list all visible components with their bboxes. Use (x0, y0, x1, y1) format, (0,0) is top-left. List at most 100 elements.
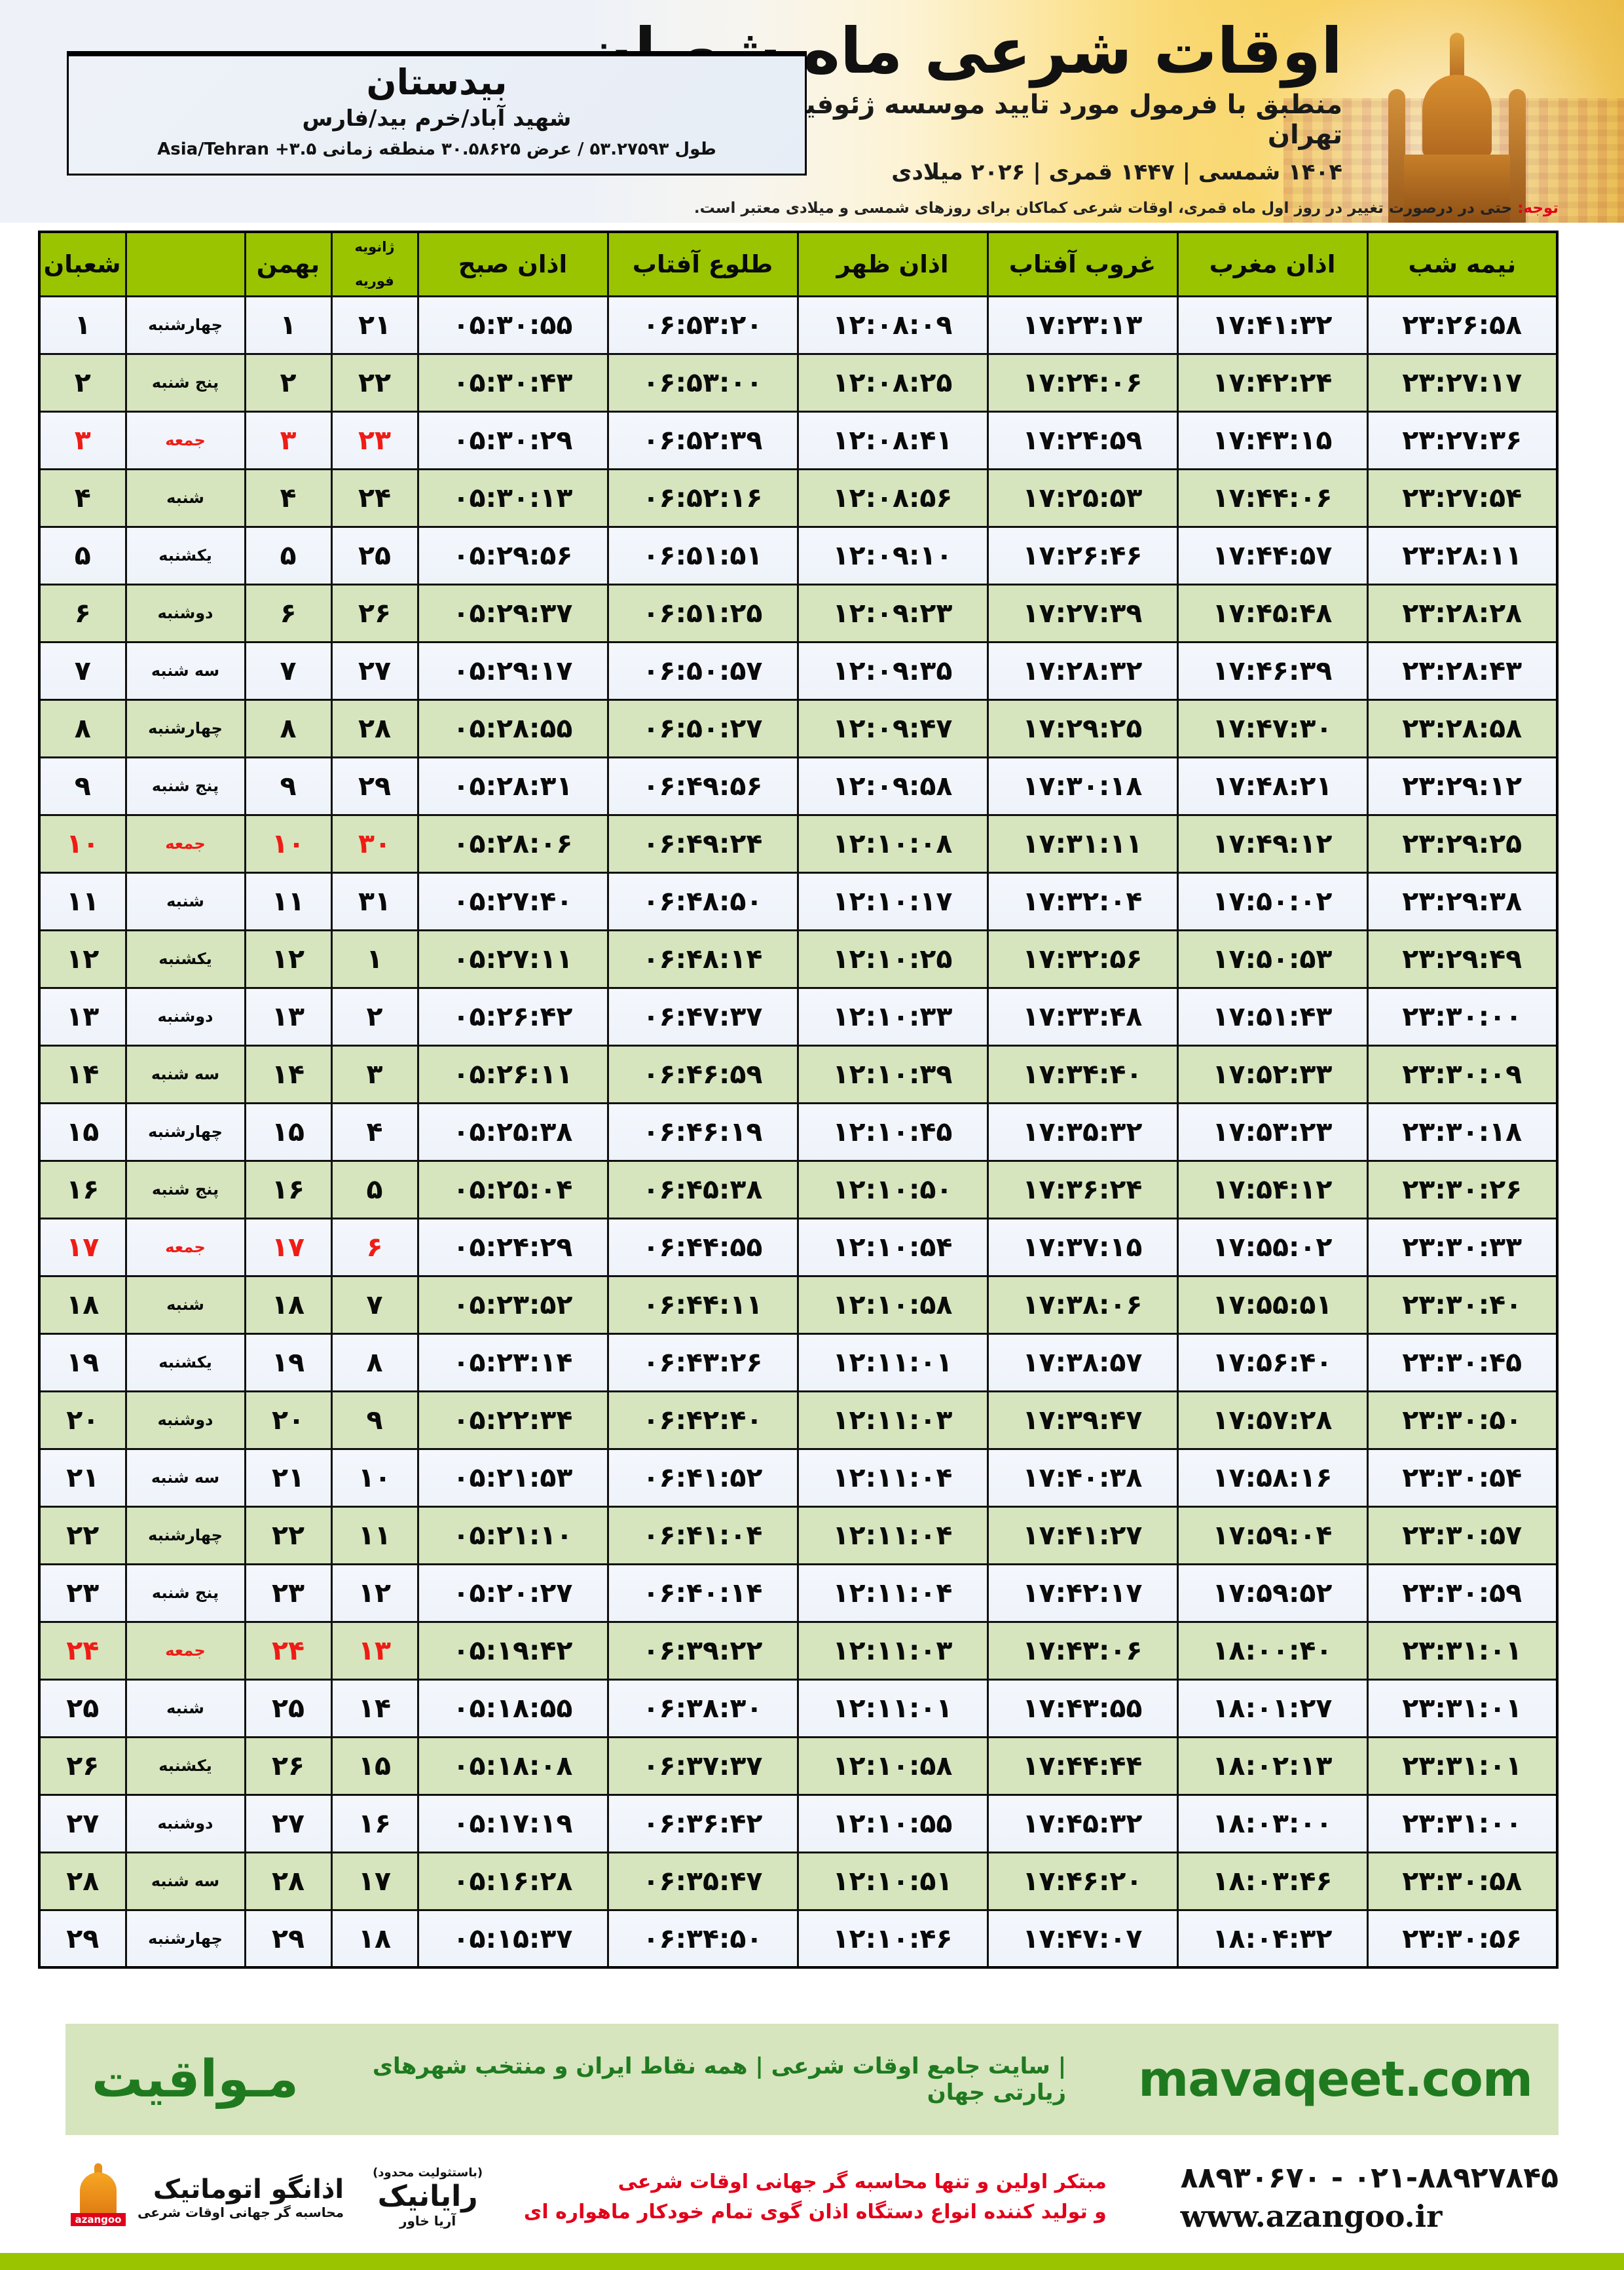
cell-maghrib: ۱۷:۴۹:۱۲ (1176, 813, 1369, 874)
cell-weekday: چهارشنبه (124, 1102, 246, 1162)
table-row: ۲۳:۳۰:۵۸ ۱۸:۰۳:۴۶ ۱۷:۴۶:۲۰ ۱۲:۱۰:۵۱ ۰۶:۳۵:۴۷… (38, 1851, 1559, 1911)
cell-bahman: ۱ (244, 295, 333, 355)
brand-word: مـواقیت (92, 2050, 299, 2109)
cell-maghrib: ۱۷:۴۲:۲۴ (1176, 352, 1369, 413)
cell-bahman: ۳ (244, 410, 333, 470)
cell-fajr: ۰۵:۲۹:۵۶ (416, 525, 609, 586)
cell-shaban: ۲۴ (38, 1620, 127, 1681)
cell-sunset: ۱۷:۲۸:۳۲ (986, 641, 1179, 701)
cell-greg: ۸ (330, 1332, 419, 1392)
cell-bahman: ۲۶ (244, 1736, 333, 1796)
cell-maghrib: ۱۷:۴۵:۴۸ (1176, 583, 1369, 643)
cell-fajr: ۰۵:۲۸:۰۶ (416, 813, 609, 874)
cell-fajr: ۰۵:۲۲:۳۴ (416, 1390, 609, 1450)
page-footer: ۰۲۱-۸۸۹۲۷۸۴۵ - ۸۸۹۳۰۶۷۰ www.azangoo.ir م… (65, 2148, 1559, 2246)
cell-sunrise: ۰۶:۵۲:۱۶ (606, 468, 799, 528)
cell-shaban: ۱۴ (38, 1044, 127, 1104)
cell-sunset: ۱۷:۳۸:۵۷ (986, 1332, 1179, 1392)
cell-greg: ۱۰ (330, 1447, 419, 1508)
cell-greg: ۱۲ (330, 1563, 419, 1623)
footer-phone: ۰۲۱-۸۸۹۲۷۸۴۵ - ۸۸۹۳۰۶۷۰ (1180, 2161, 1559, 2195)
cell-sunset: ۱۷:۴۰:۳۸ (986, 1447, 1179, 1508)
cell-midnight: ۲۳:۳۰:۵۷ (1366, 1505, 1559, 1565)
rayanik-logo-main: رایانیک (377, 2180, 478, 2213)
cell-weekday: دوشنبه (124, 1390, 246, 1450)
table-row: ۲۳:۲۷:۳۶ ۱۷:۴۳:۱۵ ۱۷:۲۴:۵۹ ۱۲:۰۸:۴۱ ۰۶:۵۲:۳۹… (38, 410, 1559, 470)
table-row: ۲۳:۲۶:۵۸ ۱۷:۴۱:۳۲ ۱۷:۲۳:۱۳ ۱۲:۰۸:۰۹ ۰۶:۵۳:۲۰… (38, 295, 1559, 355)
table-row: ۲۳:۳۱:۰۱ ۱۸:۰۰:۴۰ ۱۷:۴۳:۰۶ ۱۲:۱۱:۰۳ ۰۶:۳۹:۲۲… (38, 1620, 1559, 1681)
cell-midnight: ۲۳:۳۰:۳۳ (1366, 1217, 1559, 1277)
cell-shaban: ۲۰ (38, 1390, 127, 1450)
cell-sunrise: ۰۶:۳۹:۲۲ (606, 1620, 799, 1681)
cell-dhuhr: ۱۲:۱۰:۴۶ (796, 1908, 989, 1969)
cell-bahman: ۹ (244, 756, 333, 816)
cell-bahman: ۲۸ (244, 1851, 333, 1911)
cell-shaban: ۱ (38, 295, 127, 355)
cell-fajr: ۰۵:۲۸:۵۵ (416, 698, 609, 758)
cell-sunrise: ۰۶:۴۴:۱۱ (606, 1275, 799, 1335)
cell-shaban: ۱۳ (38, 986, 127, 1047)
cell-greg: ۳۱ (330, 871, 419, 931)
cell-fajr: ۰۵:۱۸:۵۵ (416, 1678, 609, 1738)
cell-sunrise: ۰۶:۵۳:۲۰ (606, 295, 799, 355)
cell-weekday: پنج شنبه (124, 352, 246, 413)
location-coordinates: طول ۵۳.۲۷۵۹۳ / عرض ۳۰.۵۸۶۲۵ منطقه زمانی … (157, 140, 716, 160)
cell-shaban: ۱۰ (38, 813, 127, 874)
cell-dhuhr: ۱۲:۱۰:۵۴ (796, 1217, 989, 1277)
cell-maghrib: ۱۷:۴۳:۱۵ (1176, 410, 1369, 470)
cell-bahman: ۲۹ (244, 1908, 333, 1969)
cell-midnight: ۲۳:۲۸:۲۸ (1366, 583, 1559, 643)
cell-sunrise: ۰۶:۵۲:۳۹ (606, 410, 799, 470)
cell-greg: ۹ (330, 1390, 419, 1450)
prayer-times-table: نیمه شب اذان مغرب غروب آفتاب اذان ظهر طل… (38, 231, 1559, 1969)
cell-sunset: ۱۷:۲۶:۴۶ (986, 525, 1179, 586)
cell-dhuhr: ۱۲:۱۰:۳۹ (796, 1044, 989, 1104)
cell-midnight: ۲۳:۲۹:۲۵ (1366, 813, 1559, 874)
footer-contact: ۰۲۱-۸۸۹۲۷۸۴۵ - ۸۸۹۳۰۶۷۰ www.azangoo.ir (1181, 2161, 1559, 2234)
cell-shaban: ۸ (38, 698, 127, 758)
cell-sunset: ۱۷:۴۳:۵۵ (986, 1678, 1179, 1738)
brand-domain[interactable]: mavaqeet.com (1138, 2051, 1533, 2108)
cell-sunrise: ۰۶:۳۵:۴۷ (606, 1851, 799, 1911)
cell-midnight: ۲۳:۳۱:۰۰ (1366, 1793, 1559, 1853)
table-row: ۲۳:۲۷:۵۴ ۱۷:۴۴:۰۶ ۱۷:۲۵:۵۳ ۱۲:۰۸:۵۶ ۰۶:۵۲:۱۶… (38, 468, 1559, 528)
cell-midnight: ۲۳:۳۰:۰۹ (1366, 1044, 1559, 1104)
column-header-maghrib: اذان مغرب (1177, 232, 1369, 296)
cell-shaban: ۲۱ (38, 1447, 127, 1508)
cell-fajr: ۰۵:۲۰:۲۷ (416, 1563, 609, 1623)
cell-sunrise: ۰۶:۴۲:۴۰ (606, 1390, 799, 1450)
cell-sunrise: ۰۶:۵۱:۵۱ (606, 525, 799, 586)
cell-sunset: ۱۷:۲۴:۵۹ (986, 410, 1179, 470)
cell-midnight: ۲۳:۲۹:۳۸ (1366, 871, 1559, 931)
cell-bahman: ۱۳ (244, 986, 333, 1047)
cell-midnight: ۲۳:۲۹:۴۹ (1366, 929, 1559, 989)
cell-greg: ۱۷ (330, 1851, 419, 1911)
cell-sunrise: ۰۶:۴۹:۲۴ (606, 813, 799, 874)
footer-claim-line-1: مبتکر اولین و تنها محاسبه گر جهانی اوقات… (618, 2170, 1107, 2193)
cell-weekday: دوشنبه (124, 1793, 246, 1853)
header-banner (0, 0, 1624, 223)
column-header-fajr: اذان صبح (418, 232, 609, 296)
azangoo-logo: اذانگو اتوماتیک محاسبه گر جهانی اوقات شر… (65, 2163, 344, 2231)
footer-website[interactable]: www.azangoo.ir (1180, 2198, 1443, 2234)
cell-maghrib: ۱۷:۵۵:۵۱ (1176, 1275, 1369, 1335)
cell-sunset: ۱۷:۴۱:۲۷ (986, 1505, 1179, 1565)
cell-shaban: ۹ (38, 756, 127, 816)
cell-weekday: پنج شنبه (124, 756, 246, 816)
cell-shaban: ۶ (38, 583, 127, 643)
cell-bahman: ۱۷ (244, 1217, 333, 1277)
cell-midnight: ۲۳:۲۶:۵۸ (1366, 295, 1559, 355)
cell-sunset: ۱۷:۲۷:۳۹ (986, 583, 1179, 643)
cell-sunrise: ۰۶:۳۷:۳۷ (606, 1736, 799, 1796)
cell-dhuhr: ۱۲:۰۸:۰۹ (796, 295, 989, 355)
cell-bahman: ۲۱ (244, 1447, 333, 1508)
table-row: ۲۳:۲۹:۳۸ ۱۷:۵۰:۰۲ ۱۷:۳۲:۰۴ ۱۲:۱۰:۱۷ ۰۶:۴۸:۵۰… (38, 871, 1559, 931)
cell-sunset: ۱۷:۳۲:۵۶ (986, 929, 1179, 989)
azangoo-logo-title: اذانگو اتوماتیک (153, 2174, 344, 2205)
shrine-icon (1382, 26, 1532, 223)
table-row: ۲۳:۲۹:۴۹ ۱۷:۵۰:۵۳ ۱۷:۳۲:۵۶ ۱۲:۱۰:۲۵ ۰۶:۴۸:۱۴… (38, 929, 1559, 989)
cell-shaban: ۱۸ (38, 1275, 127, 1335)
cell-greg: ۴ (330, 1102, 419, 1162)
cell-bahman: ۸ (244, 698, 333, 758)
cell-sunrise: ۰۶:۳۴:۵۰ (606, 1908, 799, 1969)
